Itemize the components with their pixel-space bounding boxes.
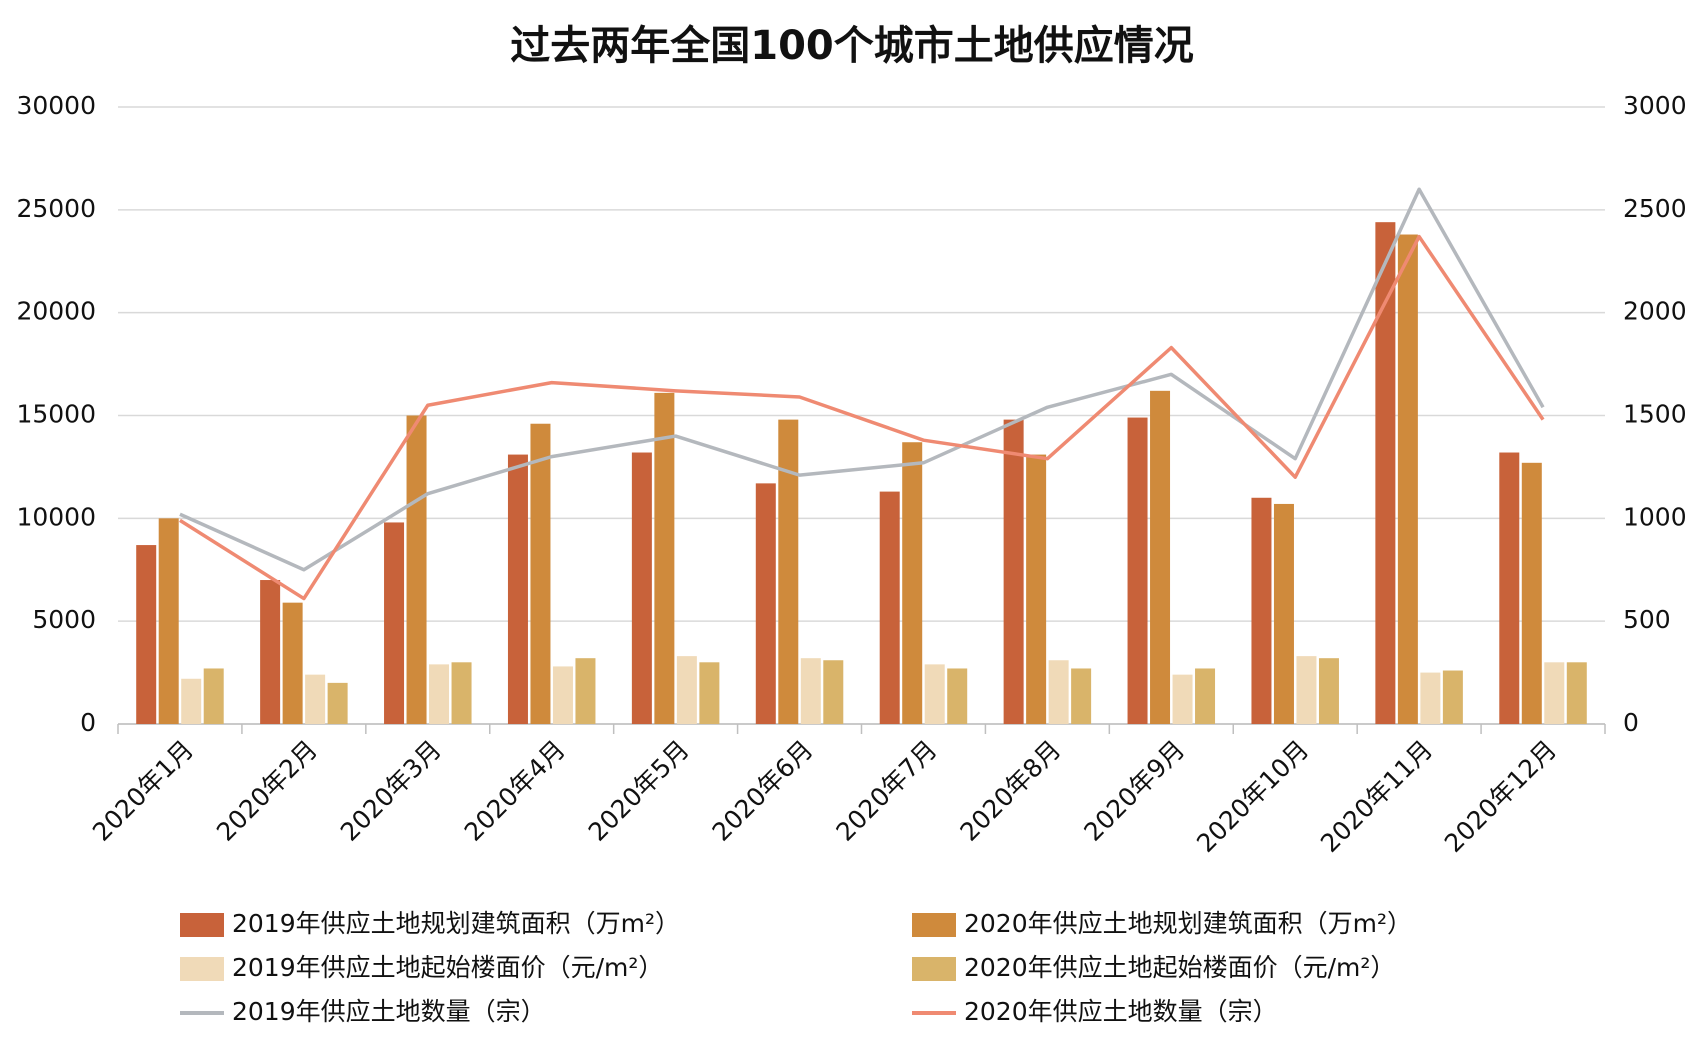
x-tick-label: 2020年6月 [707,735,819,847]
bar [631,452,652,724]
bar [451,662,472,724]
y2-tick-label: 1500 [1623,400,1687,429]
y-tick-label: 25000 [16,194,96,223]
x-tick-label: 2020年4月 [459,735,571,847]
bar [823,660,844,724]
legend-swatch [180,913,224,937]
y-tick-label: 20000 [16,297,96,326]
bar [1127,417,1148,724]
y2-tick-label: 2500 [1623,194,1687,223]
bar [924,664,945,724]
legend-label: 2020年供应土地数量（宗） [964,997,1278,1026]
bar [676,656,697,724]
chart-title: 过去两年全国100个城市土地供应情况 [510,23,1194,69]
x-tick-label: 2020年12月 [1439,735,1562,858]
bar [282,602,303,724]
y-tick-label: 0 [80,708,96,737]
bar [203,668,224,724]
bar [1566,662,1587,724]
bar [1003,419,1024,724]
bar [699,662,720,724]
legend-label: 2020年供应土地规划建筑面积（万m²） [964,909,1412,938]
y-tick-label: 5000 [32,605,96,634]
legend-swatch [912,913,956,937]
legend-label: 2020年供应土地起始楼面价（元/m²） [964,953,1395,982]
bar [1026,454,1047,724]
x-tick-label: 2020年2月 [211,735,323,847]
bar [902,442,923,724]
legend-label: 2019年供应土地起始楼面价（元/m²） [232,953,663,982]
bar [1048,660,1069,724]
bar [1375,222,1396,724]
bar [1273,503,1294,724]
legend-swatch [912,957,956,981]
bar [305,674,326,724]
bar [136,545,157,724]
y2-tick-label: 1000 [1623,502,1687,531]
y-tick-label: 30000 [16,91,96,120]
bar [429,664,450,724]
bar [1195,668,1216,724]
bar [1499,452,1520,724]
y-tick-label: 15000 [16,400,96,429]
bar [755,483,776,724]
bar [1544,662,1565,724]
bar [1071,668,1092,724]
bar [1397,234,1418,724]
line [179,187,1545,572]
bar [507,454,528,724]
x-tick-label: 2020年11月 [1315,735,1438,858]
bar [778,419,799,724]
legend-label: 2019年供应土地数量（宗） [232,997,546,1026]
x-tick-label: 2020年1月 [87,735,199,847]
y2-tick-label: 3000 [1623,91,1687,120]
bar [800,658,821,724]
bar [1420,672,1441,724]
x-tick-label: 2020年5月 [583,735,695,847]
bar [1521,462,1542,724]
y2-tick-label: 2000 [1623,297,1687,326]
x-tick-label: 2020年10月 [1191,735,1314,858]
x-tick-label: 2020年3月 [335,735,447,847]
bar [327,682,348,724]
x-tick-label: 2020年8月 [954,735,1066,847]
legend-swatch [180,957,224,981]
bar [575,658,596,724]
bar [879,491,900,724]
x-tick-label: 2020年7月 [831,735,943,847]
bar [552,666,573,724]
y2-tick-label: 500 [1623,605,1671,634]
bar [1296,656,1317,724]
bar [406,415,427,724]
x-tick-label: 2020年9月 [1078,735,1190,847]
y2-tick-label: 0 [1623,708,1639,737]
bar [158,518,179,724]
bar [530,423,551,724]
bar [1172,674,1193,724]
bar [947,668,968,724]
bar [384,522,405,724]
bar [260,580,281,724]
bar [1251,497,1272,724]
bar [181,678,202,724]
bar [1150,390,1171,724]
y-tick-label: 10000 [16,502,96,531]
bar [654,392,675,724]
legend-label: 2019年供应土地规划建筑面积（万m²） [232,909,680,938]
line [179,234,1545,601]
bar [1318,658,1339,724]
bar [1442,670,1463,724]
